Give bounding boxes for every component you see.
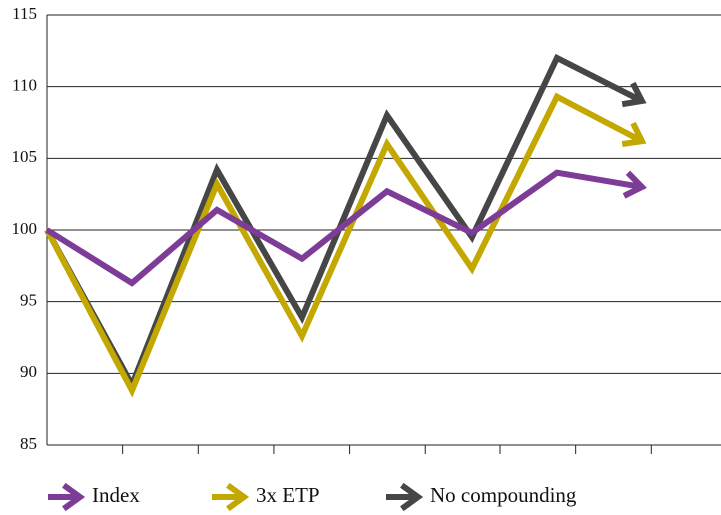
y-tick-label: 100 — [12, 219, 38, 238]
line-arrowhead — [621, 121, 647, 148]
series-line — [45, 169, 643, 287]
legend-label: Index — [92, 483, 140, 507]
y-tick-label: 110 — [12, 76, 37, 95]
y-tick-label: 105 — [12, 147, 38, 166]
series-line — [44, 92, 644, 398]
legend-swatch-head — [226, 482, 250, 512]
line-arrowhead — [622, 170, 647, 199]
legend-swatch-head — [400, 482, 424, 512]
legend-swatch-head — [62, 482, 86, 512]
y-tick-label: 115 — [12, 4, 37, 23]
legend-label: 3x ETP — [256, 483, 320, 507]
line-arrowhead — [621, 81, 647, 108]
y-tick-label: 95 — [20, 291, 37, 310]
legend-label: No compounding — [430, 483, 577, 507]
y-tick-label: 90 — [20, 362, 37, 381]
y-tick-label: 85 — [20, 434, 37, 453]
